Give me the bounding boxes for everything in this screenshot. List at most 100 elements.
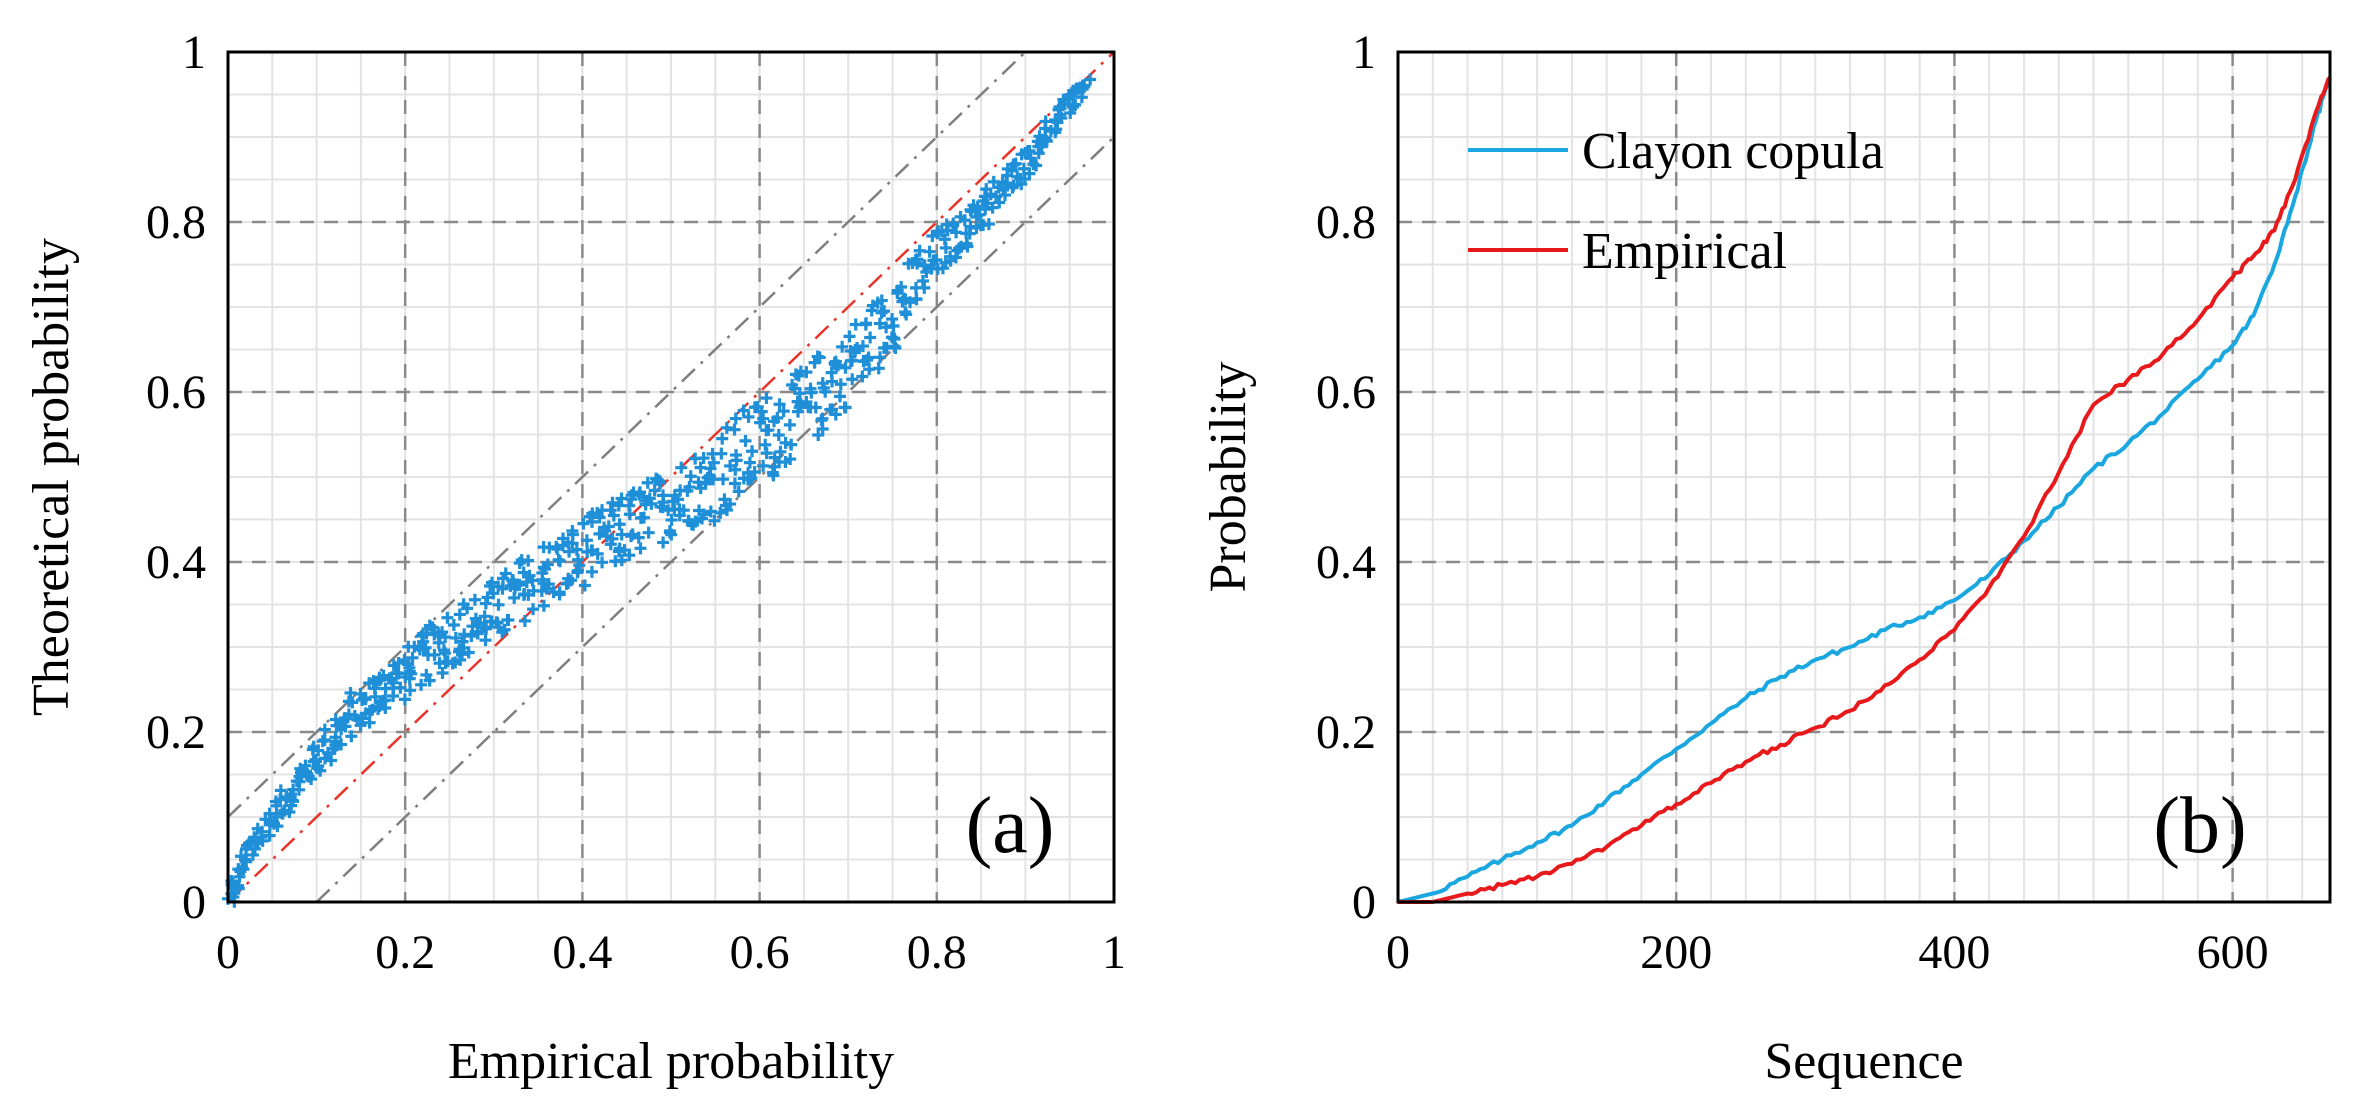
scatter-point (419, 641, 432, 654)
scatter-point (812, 428, 825, 441)
scatter-point (453, 608, 466, 621)
scatter-point (829, 355, 842, 368)
panel-b-x-axis-title: Sequence (1764, 1033, 1963, 1090)
scatter-point (513, 578, 526, 591)
scatter-point (728, 423, 741, 436)
scatter-point (825, 366, 838, 379)
scatter-point (502, 614, 515, 627)
scatter-point (719, 499, 732, 512)
scatter-point (950, 226, 963, 239)
scatter-point (344, 686, 357, 699)
scatter-point (392, 667, 405, 680)
x-tick-label: 0 (1386, 926, 1410, 979)
scatter-point (394, 681, 407, 694)
scatter-point (580, 534, 593, 547)
scatter-point (449, 631, 462, 644)
scatter-point (846, 373, 859, 386)
scatter-point (461, 602, 474, 615)
scatter-point (720, 421, 733, 434)
y-tick-label: 0.4 (1316, 536, 1376, 589)
scatter-point (1017, 162, 1030, 175)
scatter-point (746, 445, 759, 458)
scatter-point (456, 648, 469, 661)
scatter-point (356, 694, 369, 707)
scatter-point (1084, 73, 1097, 86)
panel-b-series-lines (1397, 76, 2332, 904)
scatter-point (757, 459, 770, 472)
scatter-point (897, 292, 910, 305)
scatter-point (648, 484, 661, 497)
scatter-point (537, 599, 550, 612)
scatter-point (240, 855, 253, 868)
scatter-point (585, 544, 598, 557)
scatter-point (305, 773, 318, 786)
y-tick-label: 0 (182, 876, 206, 929)
scatter-point (318, 723, 331, 736)
scatter-point (1040, 135, 1053, 148)
scatter-point (874, 351, 887, 364)
scatter-point (697, 508, 710, 521)
scatter-point (383, 672, 396, 685)
scatter-point (732, 485, 745, 498)
scatter-point (729, 412, 742, 425)
scatter-point (542, 578, 555, 591)
scatter-point (878, 305, 891, 318)
scatter-point (403, 661, 416, 674)
scatter-point (363, 704, 376, 717)
scatter-point (917, 259, 930, 272)
x-tick-label: 600 (2197, 926, 2269, 979)
scatter-point (872, 362, 885, 375)
scatter-point (316, 735, 329, 748)
scatter-point (730, 454, 743, 467)
scatter-point (774, 445, 787, 458)
scatter-point (578, 579, 591, 592)
scatter-point (657, 536, 670, 549)
panel-a-scatter-points (222, 73, 1097, 908)
scatter-point (379, 694, 392, 707)
y-tick-label: 0.8 (1316, 196, 1376, 249)
scatter-point (492, 621, 505, 634)
scatter-point (321, 746, 334, 759)
scatter-point (553, 588, 566, 601)
scatter-point (716, 432, 729, 445)
scatter-point (1024, 152, 1037, 165)
scatter-point (506, 574, 519, 587)
scatter-point (665, 513, 678, 526)
scatter-point (792, 405, 805, 418)
scatter-point (856, 340, 869, 353)
scatter-point (1007, 158, 1020, 171)
scatter-point (833, 390, 846, 403)
scatter-point (492, 598, 505, 611)
scatter-point (708, 514, 721, 527)
scatter-point (518, 614, 531, 627)
panel-a-y-axis-title: Theoretical probability (23, 238, 80, 716)
scatter-point (520, 576, 533, 589)
scatter-point (788, 382, 801, 395)
scatter-point (566, 537, 579, 550)
scatter-point (536, 573, 549, 586)
scatter-point (593, 511, 606, 524)
scatter-point (606, 496, 619, 509)
panel-a-x-axis-title: Empirical probability (448, 1033, 894, 1090)
scatter-point (596, 556, 609, 569)
series-line-empirical (1398, 76, 2332, 904)
x-tick-label: 0.8 (907, 926, 967, 979)
scatter-point (487, 587, 500, 600)
scatter-point (354, 719, 367, 732)
scatter-point (947, 219, 960, 232)
scatter-point (271, 820, 284, 833)
scatter-point (685, 518, 698, 531)
scatter-point (768, 415, 781, 428)
scatter-point (715, 447, 728, 460)
scatter-point (637, 511, 650, 524)
scatter-point (415, 678, 428, 691)
scatter-point (665, 528, 678, 541)
scatter-point (428, 648, 441, 661)
series-line-clayon-copula (1397, 77, 2332, 904)
scatter-point (585, 565, 598, 578)
x-tick-label: 1 (1102, 926, 1126, 979)
scatter-point (816, 412, 829, 425)
scatter-point (699, 477, 712, 490)
scatter-point (697, 452, 710, 465)
